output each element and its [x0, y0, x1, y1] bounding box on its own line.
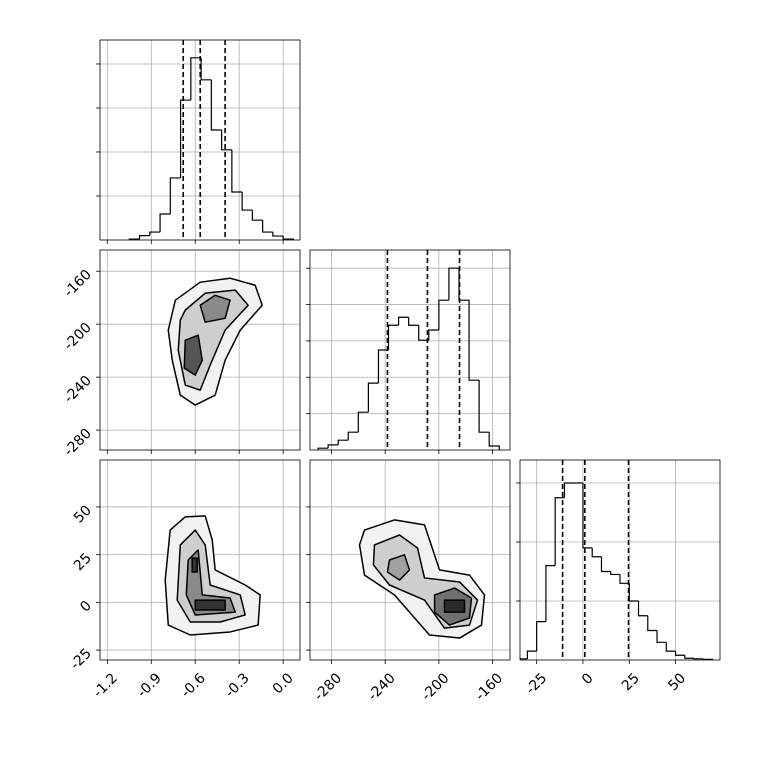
hist-step [367, 382, 379, 413]
panel-frame [309, 249, 511, 451]
panel-frame [99, 39, 301, 241]
hist-step [179, 99, 191, 178]
hist-step [448, 267, 459, 301]
hist-step [582, 483, 593, 549]
hist-step [693, 658, 704, 660]
hist-step [637, 601, 648, 617]
hist-step [210, 79, 222, 131]
hist-step [408, 317, 419, 326]
panel-frame [99, 459, 301, 661]
y-tick-label: 50 [71, 502, 95, 526]
hist-step [545, 565, 556, 622]
panel [306, 249, 511, 454]
hist-step [458, 268, 470, 301]
panel: -280 -240 -200 -160 [306, 459, 511, 704]
hist-step [221, 129, 232, 151]
contour [185, 549, 236, 616]
panel-frame [519, 459, 721, 661]
contour [191, 557, 198, 573]
hist-step [674, 651, 685, 656]
hist-step [628, 583, 639, 602]
hist-step [554, 497, 565, 566]
contour [386, 554, 411, 581]
y-tick-label: -200 [61, 320, 95, 354]
hist-step [262, 220, 273, 233]
panel: -160 -200 -240 -280 [61, 249, 301, 460]
x-tick-label: 50 [665, 670, 689, 694]
hist-step [563, 482, 574, 498]
x-tick-label: 0.0 [270, 670, 297, 697]
x-tick-label: 0 [579, 670, 597, 688]
x-tick-label: -1.2 [90, 670, 121, 701]
y-tick-label: 0 [77, 598, 95, 616]
hist-step [468, 300, 480, 381]
hist-step [536, 621, 546, 652]
hist-step [357, 411, 369, 433]
hist-step [272, 232, 284, 237]
hist-step [159, 213, 171, 233]
hist-step [327, 444, 339, 449]
contour [183, 334, 204, 376]
x-tick-label: -0.6 [178, 670, 209, 701]
x-tick-label: -0.9 [134, 670, 165, 701]
panel [96, 39, 301, 244]
hist-step [610, 571, 620, 576]
hist-step [337, 439, 349, 445]
hist-step [397, 316, 409, 326]
x-tick-label: -280 [311, 670, 345, 704]
hist-step [591, 547, 602, 558]
y-tick-label: -25 [67, 646, 94, 673]
x-tick-label: -0.3 [222, 670, 253, 701]
hist-step [251, 210, 263, 221]
hist-step [647, 615, 658, 632]
panel: -25 0 25 50 [516, 459, 721, 698]
x-tick-label: 25 [619, 670, 643, 694]
panel-frame [99, 249, 301, 451]
hist-step [138, 235, 150, 240]
hist-step [418, 325, 429, 341]
hist-step [347, 431, 359, 441]
x-tick-label: -200 [419, 670, 453, 704]
y-tick-label: -240 [61, 373, 95, 407]
hist-step [478, 380, 490, 433]
panel: -1.2 -0.9 -0.6 -0.3 0.0 50 25 0 -25 [67, 459, 301, 701]
x-tick-label: -160 [472, 670, 506, 704]
hist-step [169, 177, 181, 215]
y-tick-label: 25 [71, 550, 95, 574]
hist-step [656, 630, 667, 643]
y-tick-label: -280 [61, 426, 95, 460]
hist-step [438, 299, 449, 330]
panel-frame [309, 459, 511, 661]
hist-step [520, 658, 528, 660]
hist-step [190, 57, 202, 101]
x-tick-label: -25 [523, 670, 550, 697]
hist-step [684, 655, 695, 659]
hist-step [282, 236, 295, 240]
hist-step [428, 329, 439, 341]
hist-step [231, 149, 243, 193]
hist-step [619, 574, 630, 584]
hist-step [600, 556, 611, 573]
contour [199, 294, 231, 323]
contour [194, 599, 226, 611]
hist-step [387, 324, 399, 350]
hist-step [317, 447, 329, 450]
x-tick-label: -240 [365, 670, 399, 704]
hist-step [665, 642, 676, 652]
hist-step [241, 192, 253, 211]
hist-step [149, 231, 161, 236]
hist-step [377, 349, 389, 384]
contour [443, 599, 466, 613]
y-tick-label: -160 [61, 267, 95, 301]
hist-step [526, 650, 537, 659]
hist-step [200, 57, 212, 81]
hist-step [488, 432, 500, 450]
